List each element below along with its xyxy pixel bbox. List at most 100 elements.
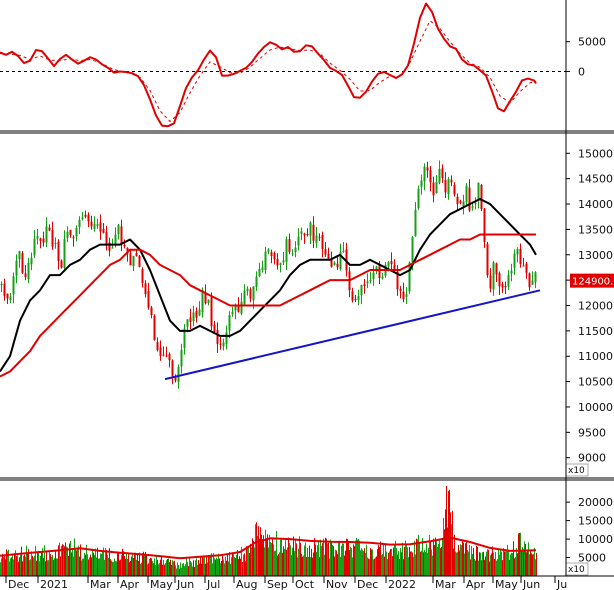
x-tick-label: Sep	[267, 578, 288, 590]
y-tick-label: 9500	[578, 426, 606, 439]
candle-body	[207, 300, 210, 304]
candle-body	[321, 235, 324, 249]
oscillator-series-line	[0, 2, 537, 128]
frame	[0, 0, 614, 577]
y-tick-label: 11000	[578, 350, 613, 363]
candle-body	[141, 269, 144, 284]
candle-body	[486, 244, 489, 276]
candle-body	[444, 180, 447, 193]
candle-body	[462, 201, 465, 207]
candle-body	[420, 180, 423, 187]
candle-body	[483, 208, 486, 242]
x-tick-label: Jul	[206, 578, 220, 590]
candle-body	[162, 354, 165, 356]
candle-body	[501, 283, 504, 288]
candle-body	[237, 305, 240, 312]
candle-body	[498, 273, 501, 287]
candle-body	[315, 235, 318, 244]
candle-body	[375, 266, 378, 271]
candle-body	[69, 229, 72, 235]
candle-body	[165, 355, 168, 357]
candle-body	[48, 227, 51, 231]
candle-body	[15, 260, 18, 276]
candle-body	[105, 232, 108, 246]
x-tick-label: Ju	[556, 578, 567, 590]
candle-body	[507, 275, 510, 287]
candle-body	[222, 342, 225, 347]
candle-body	[24, 273, 27, 277]
candle-body	[42, 238, 45, 243]
candle-body	[408, 262, 411, 292]
candle-body	[6, 293, 9, 299]
candle-body	[528, 273, 531, 288]
y-tick-label: 10000	[578, 533, 613, 546]
x-tick-label: Dec	[8, 578, 29, 590]
candle-body	[156, 342, 159, 351]
candle-body	[429, 170, 432, 183]
candle-body	[57, 241, 60, 261]
candle-body	[126, 247, 129, 254]
candle-body	[351, 291, 354, 301]
y-tick-label: 13000	[578, 249, 613, 262]
candle-body	[21, 253, 24, 273]
last-price-box	[570, 273, 614, 288]
candle-body	[234, 305, 237, 311]
candle-body	[129, 253, 132, 266]
candle-body	[153, 315, 156, 341]
candle-body	[330, 258, 333, 267]
candle-body	[180, 349, 183, 367]
candle-body	[459, 201, 462, 204]
candle-body	[324, 249, 327, 255]
candle-body	[468, 187, 471, 211]
y-tick-label: 15000	[578, 515, 613, 528]
candle-body	[525, 263, 528, 273]
candle-body	[450, 179, 453, 183]
candle-body	[252, 286, 255, 301]
candle-body	[249, 289, 252, 299]
candle-body	[96, 224, 99, 226]
candle-body	[63, 239, 66, 269]
candle-body	[258, 269, 261, 276]
candle-body	[150, 307, 153, 316]
candle-body	[504, 286, 507, 288]
candle-body	[474, 202, 477, 204]
candle-body	[477, 182, 480, 201]
price-series-line	[0, 233, 536, 378]
last-price-label: 124900.0	[572, 277, 614, 288]
candle-body	[189, 317, 192, 322]
candle-body	[306, 234, 309, 236]
candle-body	[93, 223, 96, 230]
candle-body	[132, 255, 135, 267]
candle-body	[45, 226, 48, 243]
candle-body	[531, 280, 534, 285]
candle-body	[147, 291, 150, 308]
candle-body	[108, 242, 111, 251]
x-tick-label: Apr	[466, 578, 486, 590]
y-tick-label: 14000	[578, 198, 613, 211]
candle-body	[264, 251, 267, 271]
candle-body	[72, 237, 75, 239]
y-tick-label: 11500	[578, 325, 613, 338]
candle-body	[522, 265, 525, 267]
candle-body	[78, 219, 81, 228]
candle-body	[87, 214, 90, 222]
x-tick-label: Aug	[236, 578, 257, 590]
candle-body	[201, 289, 204, 313]
candle-body	[102, 228, 105, 233]
candle-body	[342, 250, 345, 252]
candle-body	[471, 206, 474, 208]
candle-body	[210, 297, 213, 327]
price-series-line	[164, 289, 541, 381]
candle-body	[414, 209, 417, 237]
candle-body	[36, 236, 39, 239]
candle-body	[372, 272, 375, 280]
candle-body	[423, 166, 426, 182]
y-tick-label: 13500	[578, 223, 613, 236]
candle-body	[438, 168, 441, 183]
candle-body	[273, 253, 276, 260]
candle-body	[225, 332, 228, 345]
candle-body	[228, 314, 231, 331]
y-tick-label: 10000	[578, 401, 613, 414]
candle-body	[288, 239, 291, 253]
candle-body	[345, 249, 348, 271]
